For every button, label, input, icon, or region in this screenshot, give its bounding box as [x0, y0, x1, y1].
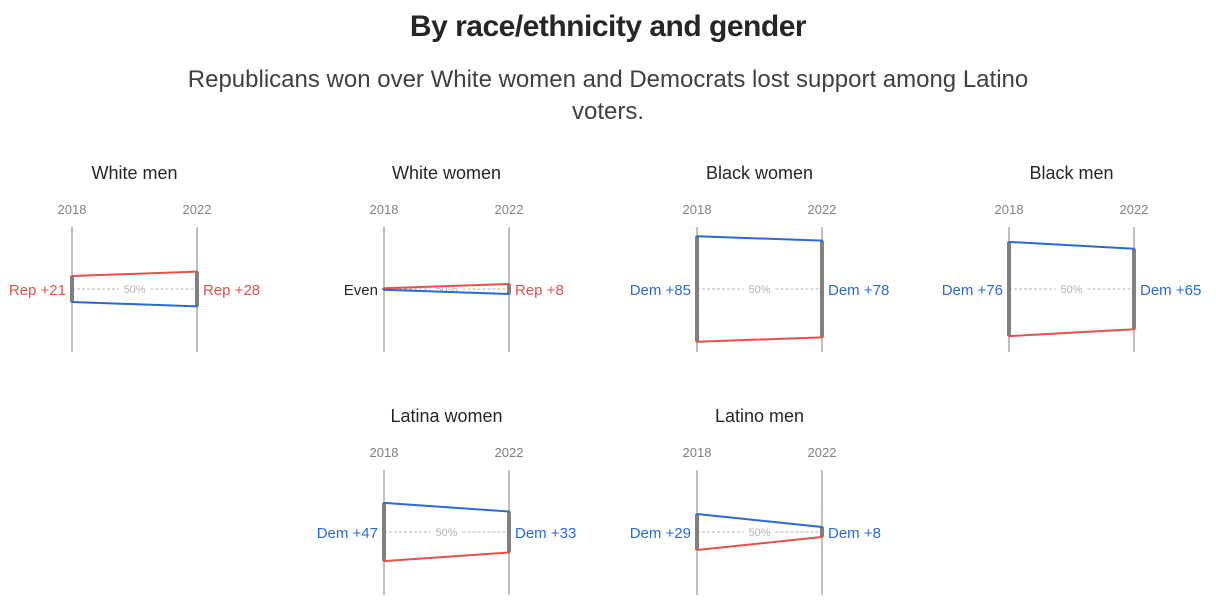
dem-series-line — [383, 501, 510, 513]
margin-label-2018: Even — [344, 282, 378, 299]
year-label-2022: 2022 — [808, 202, 837, 217]
year-label-2022: 2022 — [183, 202, 212, 217]
panel-black-men: Black men 2018 2022 50% Dem +76 Dem +65 — [942, 163, 1201, 352]
year-label-2022: 2022 — [495, 202, 524, 217]
margin-label-2018: Dem +29 — [630, 525, 691, 542]
margin-label-2022: Dem +8 — [828, 525, 881, 542]
midline-label: 50% — [435, 527, 457, 539]
margin-label-2022: Dem +65 — [1140, 282, 1201, 299]
panel-title: Black men — [1029, 163, 1113, 183]
year-label-2022: 2022 — [1120, 202, 1149, 217]
dem-series-line — [696, 513, 823, 529]
panel-title: Black women — [706, 163, 813, 183]
chart-subtitle: Republicans won over White women and Dem… — [187, 66, 1029, 125]
panel-latina-women: Latina women 2018 2022 50% Dem +47 Dem +33 — [317, 406, 576, 595]
margin-label-2018: Rep +21 — [9, 282, 66, 299]
year-label-2018: 2018 — [58, 202, 87, 217]
rep-series-line — [696, 336, 823, 343]
rep-series-line — [696, 535, 823, 551]
panel-title: White women — [392, 163, 501, 183]
panel-title: White men — [91, 163, 177, 183]
rep-series-line — [1008, 328, 1135, 338]
midline-label: 50% — [748, 527, 770, 539]
margin-label-2022: Dem +78 — [828, 282, 889, 299]
panel-black-women: Black women 2018 2022 50% Dem +85 Dem +78 — [630, 163, 889, 352]
dem-series-line — [696, 235, 823, 242]
chart-title: By race/ethnicity and gender — [409, 10, 807, 43]
year-label-2018: 2018 — [683, 202, 712, 217]
panel-title: Latino men — [715, 406, 804, 426]
dem-series-line — [1008, 240, 1135, 250]
midline-label: 50% — [1060, 284, 1082, 296]
margin-label-2018: Dem +47 — [317, 525, 378, 542]
dem-series-line — [71, 301, 198, 308]
margin-label-2022: Dem +33 — [515, 525, 576, 542]
midline-label: 50% — [748, 284, 770, 296]
panel-white-men: White men 2018 2022 50% Rep +21 Rep +28 — [9, 163, 260, 352]
midline-label: 50% — [123, 284, 145, 296]
year-label-2018: 2018 — [370, 202, 399, 217]
panel-latino-men: Latino men 2018 2022 50% Dem +29 Dem +8 — [630, 406, 881, 595]
rep-series-line — [383, 283, 510, 290]
year-label-2018: 2018 — [995, 202, 1024, 217]
dem-series-line — [383, 288, 510, 295]
year-label-2018: 2018 — [683, 445, 712, 460]
margin-label-2018: Dem +85 — [630, 282, 691, 299]
year-label-2018: 2018 — [370, 445, 399, 460]
margin-label-2022: Rep +8 — [515, 282, 564, 299]
year-label-2022: 2022 — [495, 445, 524, 460]
rep-series-line — [71, 270, 198, 277]
year-label-2022: 2022 — [808, 445, 837, 460]
panel-title: Latina women — [390, 406, 502, 426]
margin-label-2018: Dem +76 — [942, 282, 1003, 299]
margin-label-2022: Rep +28 — [203, 282, 260, 299]
rep-series-line — [383, 551, 510, 563]
